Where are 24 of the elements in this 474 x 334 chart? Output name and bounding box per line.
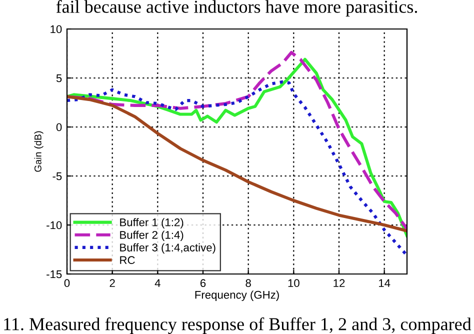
legend-label: Buffer 1 (1:2) bbox=[120, 218, 184, 228]
x-tick-label: 10 bbox=[288, 279, 300, 288]
y-tick-label: 10 bbox=[50, 25, 62, 34]
text: fail because active inductors have more parasitics. bbox=[56, 0, 418, 17]
x-tick-label: 6 bbox=[200, 279, 206, 288]
y-tick-label: 5 bbox=[56, 74, 62, 82]
x-tick-label: 0 bbox=[64, 279, 70, 288]
y-tick-label: -10 bbox=[46, 221, 62, 230]
y-tick-label: 0 bbox=[56, 123, 62, 132]
x-tick-label: 2 bbox=[110, 279, 115, 287]
legend-label: Buffer 2 (1:4) bbox=[120, 230, 184, 242]
y-axis-title: Gain (dB) bbox=[34, 131, 44, 172]
y-tick-label: -5 bbox=[52, 172, 62, 180]
x-tick-label: 8 bbox=[246, 279, 251, 288]
x-tick-label: 12 bbox=[334, 279, 345, 287]
legend-label: RC bbox=[120, 256, 135, 264]
x-tick-label: 4 bbox=[154, 279, 160, 287]
x-tick-label: 14 bbox=[379, 279, 390, 287]
x-axis-title: Frequency (GHz) bbox=[195, 290, 279, 301]
line-series bbox=[67, 95, 407, 232]
legend-label: Buffer 3 (1:4,active) bbox=[120, 243, 216, 254]
text: 11. Measured frequency response of Buffer 1, 2 and 3, compared bbox=[4, 317, 472, 334]
y-tick-label: -15 bbox=[46, 270, 62, 278]
line-series bbox=[67, 80, 407, 257]
